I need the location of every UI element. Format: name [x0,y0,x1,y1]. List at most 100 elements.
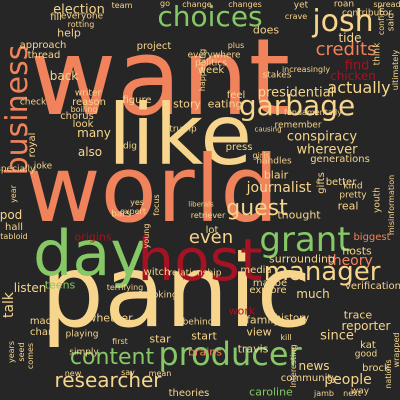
word-fill: fill [50,12,62,23]
word-kill: history [274,313,310,324]
word-maybe: maybe [252,278,288,289]
word-brains: brains [187,345,223,359]
word-ultimately: happening [198,48,207,92]
word-changes: change [182,0,212,9]
word-kat: brock [362,363,390,374]
word-especially: causing [254,125,282,134]
word-conspiracy: conspiracy [286,129,358,145]
word-boiling: check [19,97,47,108]
word-listen: listen [13,281,47,295]
word-first: cooking [142,290,178,301]
word-family: family [246,313,280,327]
word-new: say [121,368,135,377]
word-stakes: fundamentally [284,108,342,117]
word-election: election [53,2,105,18]
word-theories: theories [168,388,210,399]
word-explore: explore [249,285,287,296]
word-surrounding: surrounding [269,252,335,266]
word-fundamentally: ultimately [391,49,400,91]
word-chicken: chicken [330,69,376,83]
word-hosts: hosts [342,244,372,258]
word-misinformation: youth [372,187,383,213]
word-help: help [57,26,81,40]
word-presidential: presidential [257,85,335,101]
word-playing: comes [26,342,35,370]
word-thought: thought [277,208,321,222]
word-everywhere: everyone [60,11,104,22]
word-behind: first [112,337,128,346]
word-happening: increasingly [281,65,331,74]
word-people: people [324,372,372,388]
word-bars: joke [33,161,53,172]
word-garbage: garbage [238,89,356,122]
word-contributor: wrapped [392,332,400,368]
word-increasingly: changes [228,0,262,9]
word-look: chorus [60,111,94,122]
word-rotting: pretty [339,190,367,201]
word-biggest: biggest [353,232,391,243]
word-reporter: reporter [341,319,391,333]
word-panic: panic [40,233,312,350]
word-change: team [111,1,133,10]
word-community: misinformation [387,174,396,236]
word-causing: stakes [262,70,292,81]
word-handles: girls [252,151,270,160]
word-blair: blair [263,168,289,182]
word-brock: community [280,373,338,384]
word-made: made [29,316,59,327]
word-much: much [296,287,330,301]
word-confirm: spread [373,0,400,9]
word-history: behind [182,317,214,328]
word-everyone: rotting [67,20,95,29]
word-josh: josh [312,4,374,39]
word-check: politics [195,58,227,69]
word-years: plus [227,41,245,50]
word-dig: lot [205,225,219,236]
word-think: year [9,185,18,203]
word-said: confirm [377,4,386,36]
word-figure: figure [122,95,152,106]
word-press: trump [169,124,197,135]
word-gifts: jamb [314,389,334,398]
word-remember: remember [274,120,322,131]
word-work: work [228,304,256,318]
word-jamb: next [343,389,361,398]
word-focus: expert [120,207,146,216]
word-year: mean [148,369,172,378]
word-star: star [149,332,171,346]
word-grant: grant [259,220,351,260]
word-journalist: journalist [246,180,312,196]
word-teens: teens [44,278,76,292]
word-liberals: focus [152,194,161,216]
word-approach: approach [19,40,67,51]
word-cooking: terrifying [106,283,144,292]
word-host: host [137,226,263,294]
word-relationship: young [142,223,151,249]
word-researcher: researcher [54,368,162,392]
word-chart: chart [30,327,56,338]
word-young: boiling [70,105,98,114]
word-retriever: liberals [188,200,214,209]
word-comes: seed [17,342,26,362]
word-reason: reason [72,97,106,108]
word-going: think [372,42,383,66]
word-roan: roan [333,0,355,10]
word-kind: better [325,177,357,188]
word-interesting: kill [280,333,292,342]
word-news: news [298,359,330,373]
word-tabloid: tabloid [0,232,28,241]
word-story: story [173,97,201,111]
word-manager: manager [263,257,381,287]
word-pretty: kind [343,181,363,192]
word-project: project [136,41,172,52]
word-joke: especially [0,164,36,175]
word-feel: feel [226,90,246,101]
word-good: kat [360,340,376,351]
word-youth: handles [256,156,292,167]
word-terrifying: relationship [168,268,222,279]
word-crave: crave [284,12,308,21]
word-want: want [29,16,291,139]
word-yet: contributor [341,8,393,19]
word-back: back [49,69,79,83]
